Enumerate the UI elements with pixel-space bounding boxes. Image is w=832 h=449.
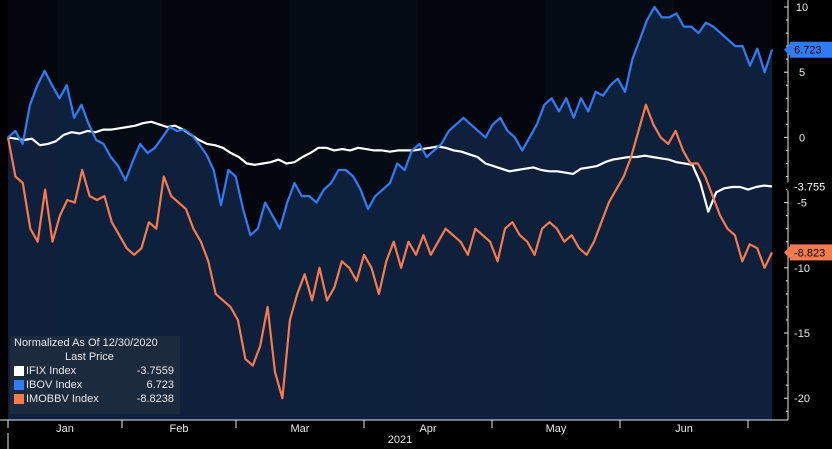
x-tick-label: Jun [675,423,693,435]
series-line-imobbv [6,103,773,400]
x-tick-label: May [546,423,567,435]
series-line-ifix [7,120,773,213]
legend-swatch-imobbv [14,394,24,404]
legend-swatch-ibov [14,380,24,390]
legend-name-ifix: IFIX Index [26,365,77,377]
end-label-ifix: -3.755 [784,178,832,195]
legend-name-imobbv: IMOBBV Index [26,393,99,405]
y-tick-label: -20 [794,393,810,405]
legend-value-ibov: 6.723 [146,379,174,391]
y-tick-label: -15 [794,328,810,340]
legend-header: Normalized As Of 12/30/2020 [14,337,158,349]
end-label-pointer [784,43,790,56]
end-label-box [790,178,832,195]
end-label-pointer [784,246,790,259]
end-label-imobbv: -8.823 [784,244,832,261]
legend-subheader: Last Price [65,351,114,363]
x-tick-label: Mar [291,423,310,435]
end-labels: -3.755 6.723 -8.823 [784,41,832,261]
y-tick-label: 10 [796,2,808,14]
legend-item-imobbv: IMOBBV Index -8.8238 [10,392,180,406]
x-axis-year-label: 2021 [388,434,412,446]
series-line-ibov [7,5,774,237]
end-label-pointer [784,180,790,193]
area-fill [8,7,772,420]
y-tick-label: 5 [799,67,805,79]
legend-swatch-ifix [14,366,24,376]
x-tick-label: Apr [419,423,436,435]
end-label-ibov: 6.723 [784,41,832,58]
legend-name-ibov: IBOV Index [26,379,83,391]
x-tick-label: Feb [170,423,189,435]
end-label-box [790,41,832,58]
legend-value-imobbv: -8.8238 [136,393,174,405]
end-label-text: -8.823 [794,247,825,259]
y-tick-label: -5 [797,198,807,210]
y-tick-label: 0 [799,132,805,144]
series-lines [6,5,774,400]
legend-value-ifix: -3.7559 [136,365,174,377]
legend-item-ifix: IFIX Index -3.7559 [10,364,180,378]
x-tick-label: Jan [56,423,74,435]
end-label-box [790,244,832,261]
axes: 10 5 0 -5 -10 -15 -20 Jan Feb Mar Apr May Jun [0,0,810,449]
end-label-text: 6.723 [794,45,822,57]
legend-item-ibov: IBOV Index 6.723 [10,378,180,392]
y-tick-label: -10 [794,263,810,275]
end-label-text: -3.755 [794,181,825,193]
legend: Normalized As Of 12/30/2020 Last Price I… [10,336,180,414]
